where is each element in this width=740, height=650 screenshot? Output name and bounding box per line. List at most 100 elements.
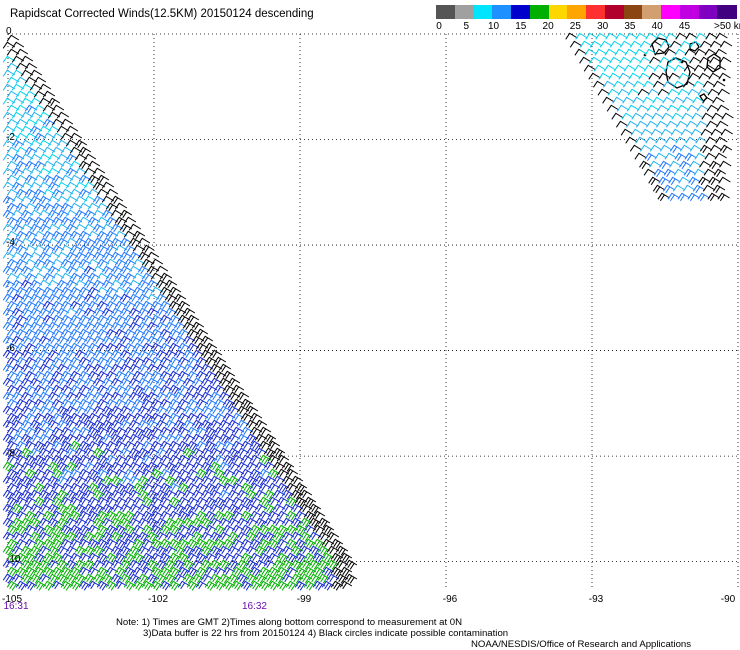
wind-barb: [11, 279, 25, 289]
wind-barb: [96, 482, 110, 493]
wind-barb: [182, 545, 196, 556]
wind-barb: [222, 370, 236, 380]
colorbar-label: 20: [542, 21, 554, 32]
lon-tick-label: -102: [147, 594, 169, 605]
wind-barb: [119, 377, 133, 387]
wind-barb: [87, 468, 101, 479]
wind-barb: [285, 482, 299, 492]
wind-barb: [622, 96, 635, 104]
wind-barb: [119, 293, 133, 303]
wind-barb: [303, 580, 317, 591]
wind-barb: [42, 258, 56, 268]
wind-barb: [51, 440, 65, 450]
wind-barb: [245, 433, 259, 444]
wind-barb: [83, 195, 97, 203]
wind-barb: [2, 167, 16, 175]
wind-barb: [303, 566, 317, 577]
wind-barb: [132, 454, 146, 464]
wind-barb: [303, 496, 317, 507]
wind-barb: [164, 517, 178, 528]
wind-barb: [24, 468, 38, 479]
wind-barb: [47, 167, 61, 175]
wind-barb: [128, 559, 142, 569]
wind-barb: [249, 552, 263, 562]
wind-barb: [92, 265, 106, 273]
wind-barb: [65, 237, 79, 245]
wind-barb: [240, 398, 254, 409]
wind-barb: [123, 328, 137, 338]
wind-barb: [6, 426, 20, 436]
wind-barb: [65, 531, 79, 542]
wind-barb: [204, 510, 218, 521]
wind-barb: [78, 398, 92, 408]
wind-barb: [227, 433, 241, 443]
wind-barb: [128, 307, 142, 317]
wind-barb: [616, 104, 630, 112]
wind-barb: [150, 342, 164, 352]
wind-barb: [281, 489, 295, 500]
wind-barb: [105, 384, 119, 394]
wind-barb: [595, 32, 608, 40]
wind-barb: [60, 132, 74, 140]
wind-barb: [574, 48, 587, 56]
wind-barb: [20, 377, 34, 387]
wind-barb: [110, 433, 124, 444]
wind-barb: [38, 475, 52, 485]
wind-barb: [195, 440, 209, 450]
wind-barb: [105, 398, 119, 408]
wind-barb: [177, 580, 191, 590]
wind-barb: [141, 286, 155, 296]
wind-barb: [602, 96, 615, 104]
wind-barb: [65, 461, 79, 472]
wind-barb: [294, 524, 308, 535]
wind-barb: [695, 120, 709, 128]
wind-barb: [56, 153, 70, 161]
wind-barb: [240, 552, 254, 563]
wind-barb: [132, 230, 146, 240]
wind-barb: [155, 447, 169, 457]
wind-barb: [6, 34, 20, 42]
wind-barb: [164, 349, 178, 359]
wind-barb: [15, 496, 29, 506]
wind-barb: [56, 377, 70, 387]
wind-barb: [11, 489, 25, 500]
wind-barb: [317, 573, 331, 584]
wind-barb: [83, 489, 97, 499]
wind-barb: [168, 342, 182, 352]
wind-barb: [141, 482, 155, 492]
wind-barb: [24, 160, 38, 170]
wind-barb: [290, 545, 304, 556]
wind-barb: [719, 40, 733, 48]
wind-barb: [47, 209, 61, 219]
wind-barb: [141, 384, 155, 394]
wind-barb: [69, 580, 83, 591]
wind-barb: [24, 244, 38, 252]
wind-barb: [92, 503, 106, 514]
wind-barb: [168, 314, 182, 324]
wind-barb: [60, 356, 74, 366]
colorbar-swatch: [454, 5, 474, 19]
wind-barb: [123, 384, 137, 394]
wind-barb: [42, 342, 56, 352]
wind-barb: [51, 328, 65, 338]
wind-barb: [15, 90, 29, 98]
wind-barb: [673, 64, 687, 72]
wind-barb: [51, 566, 65, 577]
wind-barb: [204, 482, 218, 493]
wind-barb: [227, 559, 241, 570]
wind-barb: [249, 538, 263, 549]
wind-barb: [101, 209, 115, 219]
wind-barb: [47, 97, 61, 107]
wind-barb: [128, 461, 142, 471]
wind-barb: [137, 503, 151, 513]
wind-barb: [24, 314, 38, 324]
wind-barb: [321, 538, 335, 548]
wind-barb: [60, 216, 74, 226]
wind-barb: [173, 531, 187, 542]
wind-barb: [213, 398, 227, 408]
wind-barb: [78, 454, 92, 464]
wind-barb: [29, 293, 43, 303]
wind-barb: [20, 69, 34, 77]
wind-barb: [669, 160, 682, 168]
wind-barb: [200, 503, 214, 513]
